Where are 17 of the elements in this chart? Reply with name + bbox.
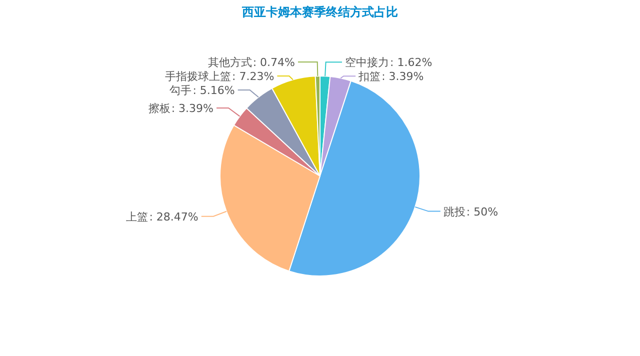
data-label: : 50% xyxy=(466,205,498,218)
slice-label: 擦板 xyxy=(148,102,170,115)
slice-label: 跳投 xyxy=(443,205,466,218)
data-label: : 1.62% xyxy=(390,56,432,70)
slice-label: 扣篮 xyxy=(358,70,381,84)
slice-label: 空中接力 xyxy=(345,56,389,70)
data-label: : 3.39% xyxy=(382,70,424,84)
data-label: : 28.47% xyxy=(149,210,198,224)
slice-label: 手指拨球上篮 xyxy=(165,70,232,84)
data-label: : 3.39% xyxy=(171,102,214,115)
data-label: : 0.74% xyxy=(252,56,295,70)
data-label: : 5.16% xyxy=(192,84,235,98)
slice-label: 其他方式 xyxy=(208,56,252,70)
chart-title: 西亚卡姆本赛季终结方式占比 xyxy=(241,5,398,19)
data-label: : 7.23% xyxy=(232,70,274,84)
slice-label: 上篮 xyxy=(126,210,148,224)
slice-label: 勾手 xyxy=(170,84,192,98)
